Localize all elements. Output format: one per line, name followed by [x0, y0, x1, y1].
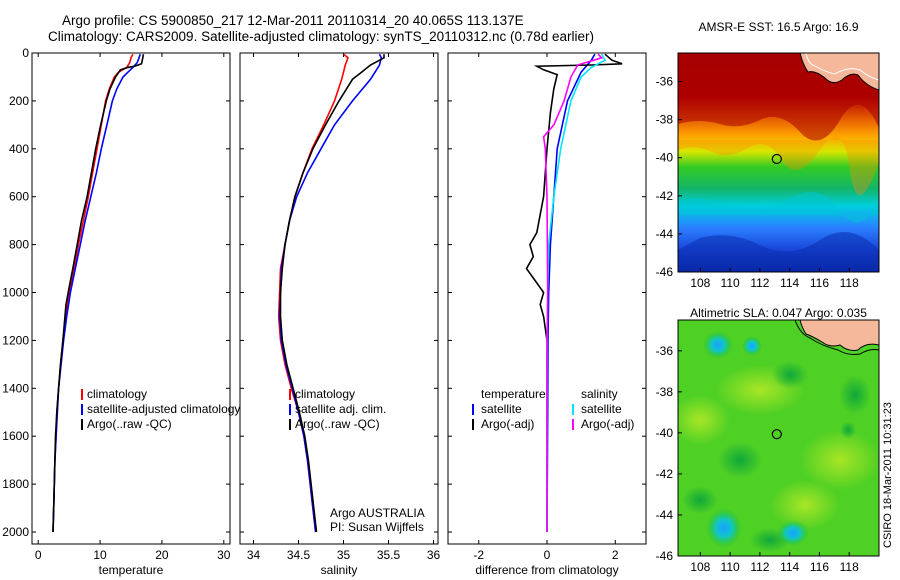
map-y-tick-label: -46 — [656, 549, 674, 563]
x-axis-label: difference from climatology — [475, 563, 618, 577]
legend-label: Argo(..raw -QC) — [295, 417, 380, 431]
x-tick-label: 34.5 — [287, 548, 311, 562]
legend-label: satellite adj. clim. — [295, 402, 386, 416]
map-x-tick-label: 110 — [721, 276, 740, 290]
sst-map-panel: AMSR-E SST: 16.5 Argo: 16.9 108 110 112 114 1… — [656, 20, 880, 290]
map-y-tick-label: -36 — [656, 344, 674, 358]
map-x-tick-label: 108 — [690, 560, 710, 574]
argo-location-marker — [771, 153, 782, 165]
x-tick-label: 35.5 — [377, 548, 401, 562]
legend-group-title: temperature — [481, 387, 546, 401]
legend-label: satellite — [581, 402, 622, 416]
map-frame — [677, 52, 880, 273]
map-y-tick-label: -38 — [656, 113, 674, 127]
map-x-tick-label: 112 — [750, 276, 769, 290]
sla-map-axes: Altimetric SLA: 0.047 Argo: 0.035 108 110 1… — [656, 306, 880, 574]
legend-group-title: salinity — [581, 387, 618, 401]
plot-frame — [31, 52, 231, 545]
sst-map-axes: AMSR-E SST: 16.5 Argo: 16.9 108 110 112 114 1… — [656, 20, 880, 290]
x-tick-label: 35 — [337, 548, 351, 562]
map-y-tick-label: -44 — [656, 227, 674, 241]
map-title: Altimetric SLA: 0.047 Argo: 0.035 — [690, 306, 867, 320]
argo-location-marker — [771, 429, 782, 440]
y-tick-label: 200 — [9, 94, 29, 108]
series-line — [525, 53, 623, 532]
x-tick-label: 34 — [247, 548, 261, 562]
y-tick-label: 1200 — [2, 333, 29, 347]
map-x-tick-label: 116 — [810, 560, 829, 574]
map-title: AMSR-E SST: 16.5 Argo: 16.9 — [698, 20, 858, 34]
map-x-tick-label: 114 — [780, 560, 799, 574]
y-tick-label: 600 — [9, 190, 29, 204]
map-y-tick-label: -46 — [656, 265, 674, 279]
legend-label: climatology — [87, 387, 147, 401]
map-y-tick-label: -36 — [656, 75, 674, 89]
map-x-tick-label: 118 — [840, 276, 859, 290]
map-frame — [677, 319, 880, 557]
sla-map-field — [678, 320, 879, 556]
y-tick-label: 400 — [9, 142, 29, 156]
x-tick-label: 20 — [155, 548, 169, 562]
map-y-tick-label: -40 — [656, 151, 674, 165]
series-line — [279, 54, 385, 533]
y-tick-label: 2000 — [2, 525, 29, 539]
legend-label: climatology — [295, 387, 355, 401]
x-tick-label: 0 — [35, 548, 42, 562]
legend-label: satellite-adjusted climatology — [87, 402, 240, 416]
map-y-tick-label: -40 — [656, 426, 674, 440]
map-x-tick-label: 114 — [780, 276, 799, 290]
sla-map-panel: Altimetric SLA: 0.047 Argo: 0.035 108 110 1… — [656, 306, 880, 574]
map-x-tick-label: 108 — [690, 276, 710, 290]
y-tick-label: 1400 — [2, 381, 29, 395]
y-tick-label: 0 — [22, 46, 29, 60]
y-tick-label: 1800 — [2, 477, 29, 491]
plot-frame — [239, 52, 439, 545]
temperature-profile-panel: 0 10 20 30 temperature 0 200 400 600 800 1000 1200 1… — [2, 46, 240, 577]
map-y-tick-label: -44 — [656, 508, 674, 522]
annotation-text: PI: Susan Wijffels — [330, 520, 424, 534]
x-tick-label: 36 — [427, 548, 441, 562]
x-axis-label: temperature — [99, 563, 164, 577]
sst-map-field — [678, 53, 879, 272]
annotation-text: Argo AUSTRALIA — [330, 506, 425, 520]
series-line — [52, 54, 145, 533]
x-axis-label: salinity — [321, 563, 358, 577]
legend-label: Argo(-adj) — [481, 417, 534, 431]
x-tick-label: 0 — [544, 548, 551, 562]
map-y-tick-label: -38 — [656, 385, 674, 399]
header-line-2: Climatology: CARS2009. Satellite-adjuste… — [48, 29, 595, 44]
y-tick-label: 1600 — [2, 429, 29, 443]
legend-label: Argo(-adj) — [581, 417, 634, 431]
legend-label: satellite — [481, 402, 522, 416]
legend-label: Argo(..raw -QC) — [87, 417, 172, 431]
map-x-tick-label: 118 — [840, 560, 859, 574]
salinity-profile-panel: 34 34.5 35 35.5 36 salinity climatologysatelli… — [239, 52, 441, 577]
series-line — [542, 53, 604, 532]
y-tick-label: 800 — [9, 238, 29, 252]
map-y-tick-label: -42 — [656, 189, 674, 203]
y-tick-label: 1000 — [2, 286, 29, 300]
map-x-tick-label: 116 — [810, 276, 829, 290]
header-line-1: Argo profile: CS 5900850_217 12-Mar-2011… — [62, 13, 524, 28]
x-tick-label: 10 — [93, 548, 107, 562]
x-tick-label: 2 — [612, 548, 619, 562]
map-x-tick-label: 110 — [721, 560, 740, 574]
x-tick-label: -2 — [473, 548, 484, 562]
x-tick-label: 30 — [217, 548, 231, 562]
map-x-tick-label: 112 — [750, 560, 769, 574]
map-y-tick-label: -42 — [656, 467, 674, 481]
